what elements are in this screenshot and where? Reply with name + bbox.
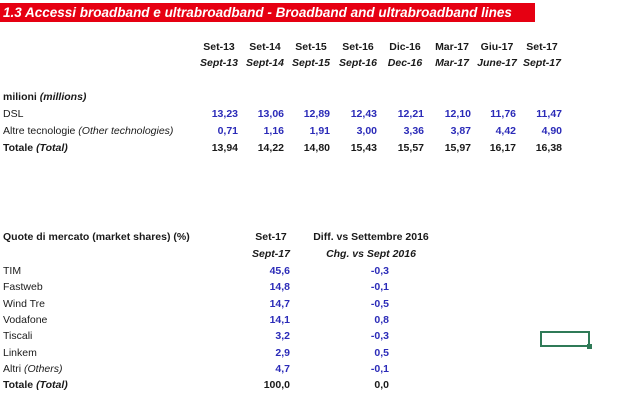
diff-value: -0,3 [370,330,389,343]
operator-name: Fastweb [3,281,43,294]
column-header-it: Set-17 [526,41,558,53]
operator-name: TIM [3,265,22,277]
row-label-en: (Other technologies) [78,125,174,137]
share-value: 3,2 [275,330,290,343]
operator-name-en: (Others) [24,362,63,375]
value-cell: 1,91 [309,125,330,137]
value-cell: 4,90 [541,125,562,137]
column-header-it: Giu-17 [480,41,514,53]
diff-value: 0,5 [374,346,389,359]
t2-col2-it: Diff. vs Settembre 2016 [313,231,429,243]
operator-name: Wind Tre [3,297,46,310]
row-label: DSL [3,108,23,120]
operator-name: Vodafone [3,313,48,326]
value-cell: 12,43 [350,108,377,120]
share-row-label: Altri (Others) [3,363,63,375]
diff-value: -0,1 [370,362,389,375]
section-title: 1.3 Accessi broadband e ultrabroadband -… [0,3,535,22]
value-cell: 16,17 [489,142,516,154]
row-label-it: DSL [3,108,24,120]
value-cell: 3,00 [356,125,377,137]
value-cell: 13,94 [211,142,238,154]
value-cell: 13,23 [211,108,238,120]
column-header-it: Set-16 [342,41,374,53]
value-cell: 3,87 [450,125,471,137]
t2-col1-it: Set-17 [255,231,287,243]
operator-name: Totale [3,379,37,391]
diff-value: -0,5 [370,297,389,310]
value-cell: 15,57 [397,142,424,154]
share-row-label: Wind Tre [3,298,45,310]
value-cell: 11,47 [536,108,562,120]
share-value: 45,6 [269,265,290,277]
share-row-label: Tiscali [3,330,32,342]
share-row-label: Vodafone [3,314,47,326]
share-value: 14,8 [269,281,290,294]
diff-value: 0,8 [374,313,389,326]
unit-label-it: milioni [3,91,37,103]
share-row-label: Totale (Total) [3,379,68,391]
column-header-it: Mar-17 [435,41,469,53]
unit-label-en: (millions) [39,91,87,103]
diff-value: 0,0 [374,379,389,391]
row-label: Totale (Total) [3,142,68,154]
operator-name: Altri [3,362,24,375]
operator-name: Tiscali [3,330,33,343]
share-value: 2,9 [275,346,290,359]
share-row-label: Linkem [3,347,37,359]
column-header-it: Dic-16 [389,41,421,53]
value-cell: 12,10 [444,108,471,120]
column-header-en: Sept-15 [292,57,330,69]
fill-handle[interactable] [587,344,592,349]
value-cell: 13,06 [257,108,284,120]
column-header-en: Sept-14 [246,57,284,69]
t2-col2-en: Chg. vs Sept 2016 [326,248,416,260]
column-header-en: Sept-16 [339,57,377,69]
unit-label: milioni (millions) [3,91,86,103]
value-cell: 14,80 [303,142,330,154]
column-header-en: Dec-16 [387,57,423,69]
value-cell: 14,22 [257,142,284,154]
value-cell: 1,16 [263,125,284,137]
column-header-it: Set-14 [249,41,281,53]
column-header-en: Sept-17 [523,57,561,69]
share-row-label: Fastweb [3,281,43,293]
share-value: 4,7 [275,362,290,375]
market-share-heading: Quote di mercato (market shares) (%) [3,231,190,243]
value-cell: 12,89 [303,108,330,120]
row-label-en: (Total) [36,142,68,154]
column-header-en: Sept-13 [200,57,238,69]
value-cell: 0,71 [217,125,238,137]
share-row-label: TIM [3,265,21,277]
value-cell: 12,21 [397,108,424,120]
diff-value: -0,3 [370,265,389,277]
t2-col1-en: Sept-17 [252,248,290,260]
share-value: 14,1 [269,313,290,326]
column-header-en: June-17 [477,57,517,69]
row-label-it: Altre tecnologie [3,125,79,137]
value-cell: 16,38 [535,142,562,154]
column-header-it: Set-13 [203,41,235,53]
value-cell: 15,97 [444,142,471,154]
operator-name: Linkem [3,346,37,359]
operator-name-en: (Total) [36,379,68,391]
column-header-en: Mar-17 [435,57,469,69]
share-value: 100,0 [263,379,290,391]
row-label-it: Totale [3,142,37,154]
diff-value: -0,1 [370,281,389,294]
value-cell: 3,36 [403,125,424,137]
row-label: Altre tecnologie (Other technologies) [3,125,173,137]
value-cell: 11,76 [490,108,516,120]
column-header-it: Set-15 [295,41,327,53]
selected-cell[interactable] [540,331,590,347]
value-cell: 4,42 [495,125,516,137]
value-cell: 15,43 [350,142,377,154]
share-value: 14,7 [269,297,290,310]
